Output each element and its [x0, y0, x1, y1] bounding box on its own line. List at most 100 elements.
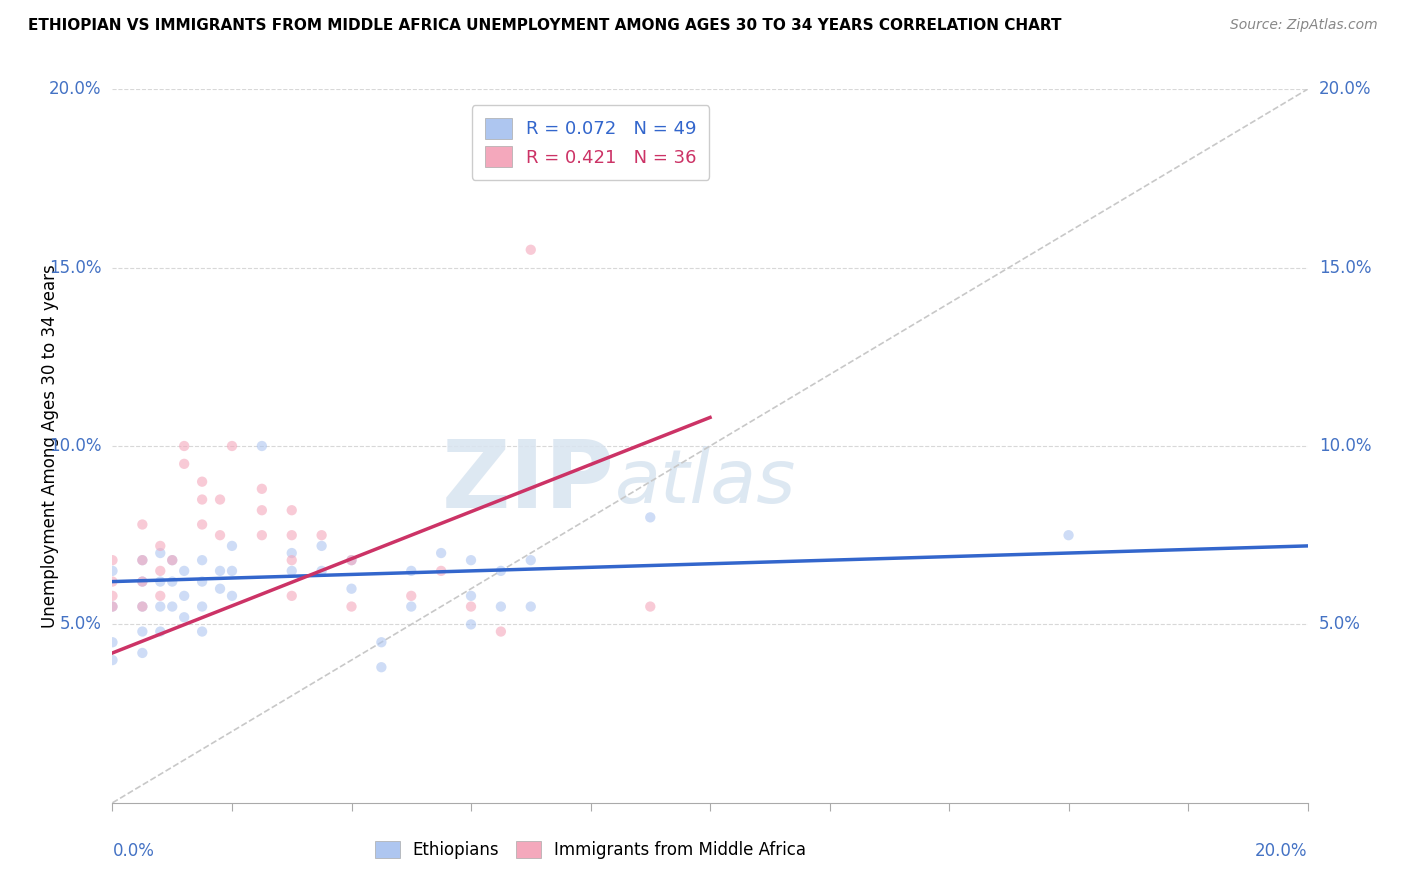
Text: atlas: atlas: [614, 446, 796, 517]
Point: [460, 599, 482, 614]
Point: [149, 624, 172, 639]
Point: [340, 553, 363, 567]
Point: [131, 599, 153, 614]
Point: [191, 475, 214, 489]
Text: 20.0%: 20.0%: [1256, 842, 1308, 860]
Point: [638, 599, 662, 614]
Point: [191, 599, 214, 614]
Point: [149, 589, 172, 603]
Point: [173, 439, 195, 453]
Point: [191, 517, 214, 532]
Text: 10.0%: 10.0%: [49, 437, 101, 455]
Point: [101, 564, 124, 578]
Point: [489, 564, 512, 578]
Point: [370, 660, 392, 674]
Point: [460, 589, 482, 603]
Point: [101, 653, 124, 667]
Text: 0.0%: 0.0%: [112, 842, 155, 860]
Point: [340, 599, 363, 614]
Point: [250, 439, 273, 453]
Point: [173, 589, 195, 603]
Point: [208, 492, 231, 507]
Point: [131, 574, 153, 589]
Point: [191, 553, 214, 567]
Point: [1057, 528, 1080, 542]
Point: [311, 564, 333, 578]
Point: [149, 599, 172, 614]
Point: [430, 564, 453, 578]
Point: [281, 553, 304, 567]
Point: [460, 617, 482, 632]
Text: 15.0%: 15.0%: [49, 259, 101, 277]
Point: [131, 553, 153, 567]
Point: [101, 599, 124, 614]
Y-axis label: Unemployment Among Ages 30 to 34 years: Unemployment Among Ages 30 to 34 years: [41, 264, 59, 628]
Text: 10.0%: 10.0%: [1319, 437, 1371, 455]
Text: 5.0%: 5.0%: [59, 615, 101, 633]
Point: [162, 599, 183, 614]
Point: [250, 503, 273, 517]
Point: [208, 582, 231, 596]
Text: 15.0%: 15.0%: [1319, 259, 1371, 277]
Point: [149, 574, 172, 589]
Point: [101, 574, 124, 589]
Point: [460, 553, 482, 567]
Legend: Ethiopians, Immigrants from Middle Africa: Ethiopians, Immigrants from Middle Afric…: [368, 834, 813, 866]
Point: [340, 553, 363, 567]
Point: [101, 635, 124, 649]
Point: [520, 243, 543, 257]
Point: [221, 539, 243, 553]
Point: [638, 510, 662, 524]
Point: [520, 553, 543, 567]
Point: [162, 574, 183, 589]
Point: [173, 610, 195, 624]
Point: [162, 553, 183, 567]
Point: [311, 539, 333, 553]
Point: [149, 564, 172, 578]
Text: ETHIOPIAN VS IMMIGRANTS FROM MIDDLE AFRICA UNEMPLOYMENT AMONG AGES 30 TO 34 YEAR: ETHIOPIAN VS IMMIGRANTS FROM MIDDLE AFRI…: [28, 18, 1062, 33]
Text: 5.0%: 5.0%: [1319, 615, 1361, 633]
Text: 20.0%: 20.0%: [49, 80, 101, 98]
Text: Source: ZipAtlas.com: Source: ZipAtlas.com: [1230, 18, 1378, 32]
Point: [281, 546, 304, 560]
Point: [221, 564, 243, 578]
Point: [401, 564, 423, 578]
Point: [101, 589, 124, 603]
Point: [370, 635, 392, 649]
Point: [131, 517, 153, 532]
Point: [311, 528, 333, 542]
Point: [149, 539, 172, 553]
Point: [340, 582, 363, 596]
Point: [281, 503, 304, 517]
Point: [520, 599, 543, 614]
Point: [281, 528, 304, 542]
Point: [149, 546, 172, 560]
Point: [131, 599, 153, 614]
Point: [101, 553, 124, 567]
Point: [208, 528, 231, 542]
Point: [191, 492, 214, 507]
Point: [162, 553, 183, 567]
Point: [281, 589, 304, 603]
Point: [131, 553, 153, 567]
Point: [173, 564, 195, 578]
Point: [401, 589, 423, 603]
Point: [250, 528, 273, 542]
Point: [489, 599, 512, 614]
Point: [191, 624, 214, 639]
Point: [221, 589, 243, 603]
Point: [131, 646, 153, 660]
Point: [131, 574, 153, 589]
Point: [191, 574, 214, 589]
Point: [131, 624, 153, 639]
Point: [281, 564, 304, 578]
Text: ZIP: ZIP: [441, 435, 614, 528]
Point: [430, 546, 453, 560]
Point: [208, 564, 231, 578]
Point: [489, 624, 512, 639]
Point: [221, 439, 243, 453]
Text: 20.0%: 20.0%: [1319, 80, 1371, 98]
Point: [173, 457, 195, 471]
Point: [101, 599, 124, 614]
Point: [250, 482, 273, 496]
